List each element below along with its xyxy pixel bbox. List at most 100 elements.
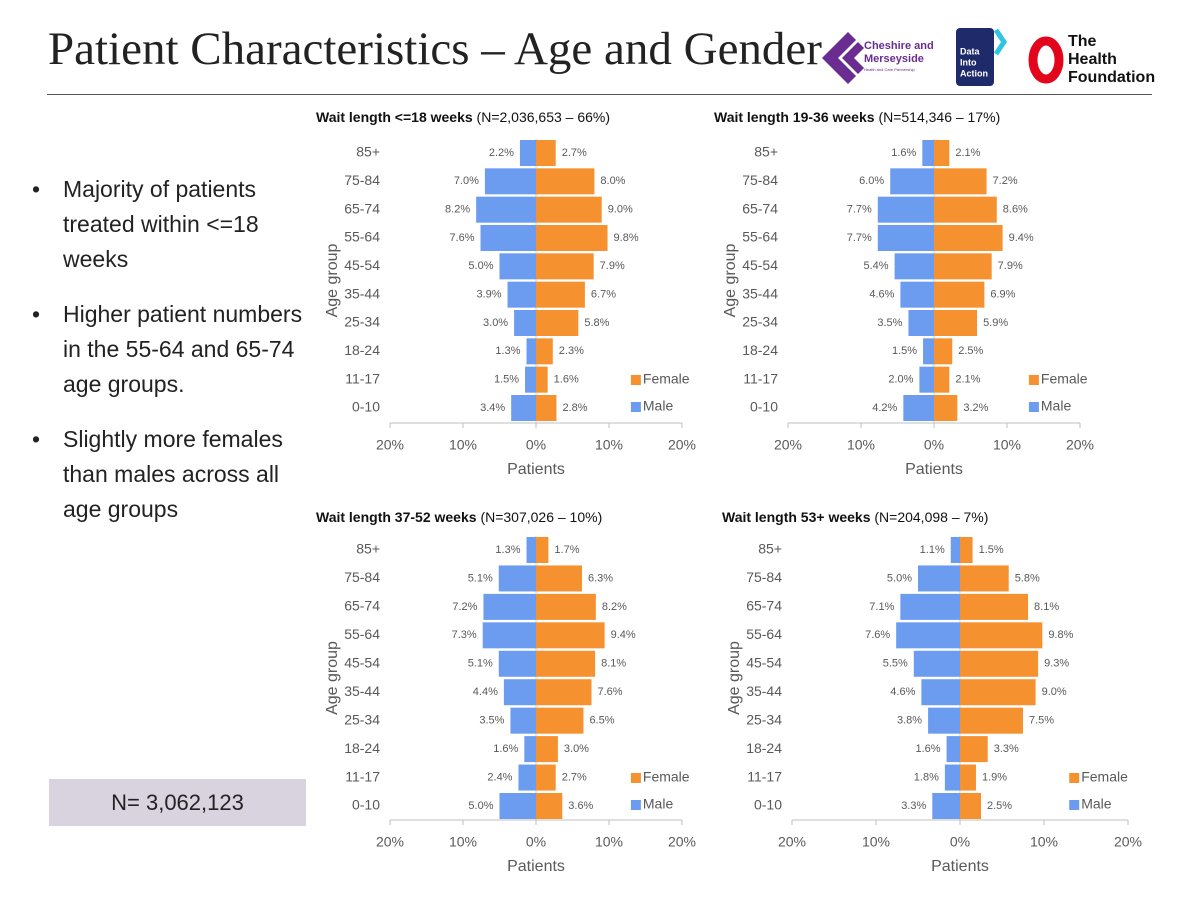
value-label: 6.0% xyxy=(859,175,884,187)
bar xyxy=(499,793,536,819)
value-label: 6.9% xyxy=(990,289,1015,301)
value-label: 9.4% xyxy=(611,629,636,641)
bar xyxy=(900,593,960,620)
bar xyxy=(900,281,934,308)
legend-swatch xyxy=(1028,402,1039,412)
bar xyxy=(934,310,978,336)
value-label: 2.7% xyxy=(562,147,587,159)
y-tick-label: 45-54 xyxy=(742,257,778,273)
bar xyxy=(960,707,1023,734)
total-box: N= 3,062,123 xyxy=(49,779,306,826)
value-label: 2.5% xyxy=(987,800,1012,812)
bar xyxy=(498,650,536,677)
value-label: 2.3% xyxy=(559,345,584,357)
bar xyxy=(877,225,934,251)
legend-label: Male xyxy=(1081,796,1112,812)
bar xyxy=(498,565,536,592)
title-rule xyxy=(47,94,1152,95)
value-label: 7.1% xyxy=(869,601,894,613)
bar xyxy=(894,253,934,280)
bar xyxy=(514,310,536,336)
bar xyxy=(536,736,558,763)
value-label: 5.4% xyxy=(864,260,889,272)
chart-title: Wait length 37-52 weeks (N=307,026 – 10%… xyxy=(316,509,602,525)
y-tick-label: 0-10 xyxy=(352,399,380,415)
bar xyxy=(499,253,536,280)
bar xyxy=(908,310,934,336)
bar xyxy=(896,622,960,649)
bar xyxy=(960,622,1043,649)
bar xyxy=(526,338,536,365)
slide-title: Patient Characteristics – Age and Gender xyxy=(48,23,822,75)
x-tick-label: 10% xyxy=(449,437,477,453)
value-label: 4.6% xyxy=(890,686,915,698)
bar xyxy=(536,196,602,223)
y-tick-label: 11-17 xyxy=(345,768,380,784)
y-tick-label: 65-74 xyxy=(344,598,380,614)
bar xyxy=(918,565,960,592)
value-label: 3.0% xyxy=(483,317,508,329)
value-label: 8.2% xyxy=(602,601,627,613)
y-tick-label: 55-64 xyxy=(344,229,380,245)
x-tick-label: 10% xyxy=(595,437,623,453)
bar xyxy=(960,679,1036,706)
bar xyxy=(536,622,605,649)
value-label: 5.5% xyxy=(883,658,908,670)
value-label: 7.6% xyxy=(449,232,474,244)
value-label: 9.0% xyxy=(608,204,633,216)
value-label: 3.3% xyxy=(901,800,926,812)
bar xyxy=(932,793,960,819)
logo-text: Cheshire and xyxy=(864,40,934,52)
chart-title: Wait length <=18 weeks (N=2,036,653 – 66… xyxy=(316,109,610,125)
legend-swatch xyxy=(1069,800,1080,810)
x-axis-title: Patients xyxy=(905,461,963,478)
bar xyxy=(934,196,997,223)
legend-label: Female xyxy=(1041,371,1088,387)
y-tick-label: 35-44 xyxy=(344,285,380,301)
value-label: 3.2% xyxy=(963,402,988,414)
bar xyxy=(476,196,536,223)
bar xyxy=(934,281,985,308)
y-tick-label: 11-17 xyxy=(345,370,380,386)
bar xyxy=(944,764,960,791)
legend-label: Male xyxy=(643,796,674,812)
x-tick-label: 10% xyxy=(1030,834,1058,850)
value-label: 4.2% xyxy=(872,402,897,414)
legend-swatch xyxy=(1028,375,1039,385)
value-label: 1.3% xyxy=(495,544,520,556)
y-tick-label: 75-84 xyxy=(742,172,778,188)
legend-swatch xyxy=(1069,773,1080,783)
y-tick-label: 0-10 xyxy=(750,399,778,415)
chart-subtitle: (N=204,098 – 7%) xyxy=(874,509,988,525)
y-axis-title: Age group xyxy=(324,243,341,317)
bar xyxy=(934,338,953,365)
y-tick-label: 25-34 xyxy=(746,711,782,727)
bar xyxy=(934,366,950,393)
y-tick-label: 0-10 xyxy=(352,797,380,813)
x-tick-label: 10% xyxy=(449,834,477,850)
x-tick-label: 20% xyxy=(668,437,696,453)
x-tick-label: 20% xyxy=(1114,834,1142,850)
y-tick-label: 45-54 xyxy=(746,654,782,670)
value-label: 2.1% xyxy=(955,147,980,159)
y-tick-label: 85+ xyxy=(356,144,380,160)
logo-health-foundation: The Health Foundation xyxy=(1028,33,1155,86)
value-label: 5.0% xyxy=(887,572,912,584)
bar xyxy=(960,764,976,791)
bar xyxy=(536,793,563,819)
value-label: 5.1% xyxy=(468,572,493,584)
value-label: 6.3% xyxy=(588,572,613,584)
value-label: 1.7% xyxy=(554,544,579,556)
value-label: 5.0% xyxy=(468,800,493,812)
x-tick-label: 20% xyxy=(774,437,802,453)
logo-text: Into xyxy=(960,57,977,67)
legend-swatch xyxy=(630,800,641,810)
value-label: 4.6% xyxy=(869,289,894,301)
chart-subtitle: (N=307,026 – 10%) xyxy=(480,509,602,525)
x-tick-label: 10% xyxy=(847,437,875,453)
value-label: 8.6% xyxy=(1003,204,1028,216)
bar xyxy=(536,310,579,336)
bar xyxy=(960,593,1029,620)
value-label: 2.8% xyxy=(562,402,587,414)
y-tick-label: 35-44 xyxy=(746,683,782,699)
